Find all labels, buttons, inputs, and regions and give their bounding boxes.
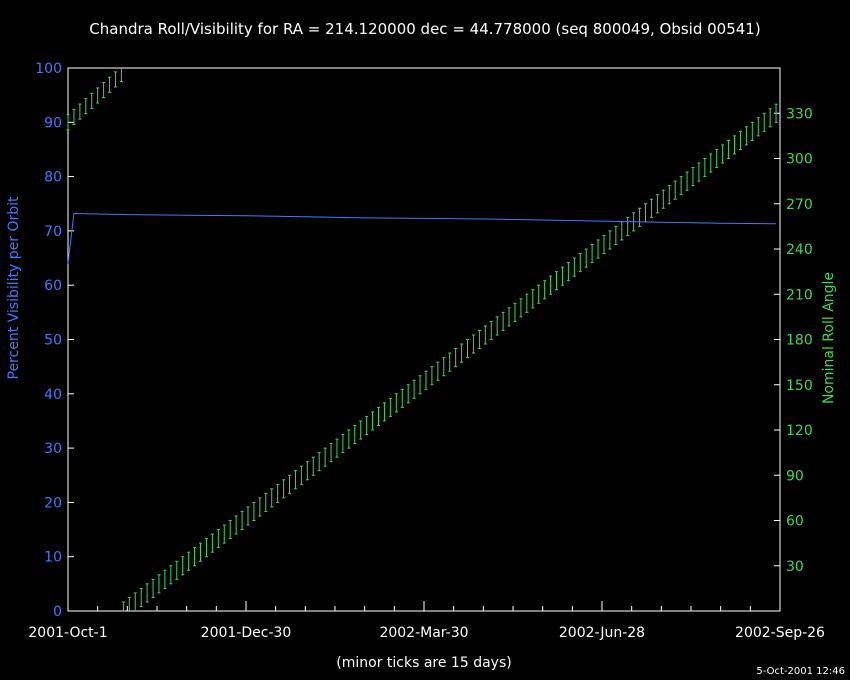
left-tick-label: 60: [44, 278, 62, 294]
right-tick-label: 180: [786, 333, 813, 349]
left-tick-label: 70: [44, 224, 62, 240]
right-axis-ticks: 30 60 90 120 150 180 210 240 270 300 330: [774, 106, 813, 575]
right-tick-label: 240: [786, 242, 813, 258]
x-axis-ticks: 2001-Oct-1 2001-Dec-30 2002-Mar-30 2002-Jun…: [28, 601, 825, 641]
left-tick-label: 90: [44, 115, 62, 131]
left-tick-label: 50: [44, 333, 62, 349]
left-tick-label: 100: [35, 61, 62, 77]
left-tick-label: 30: [44, 441, 62, 457]
x-tick-label: 2002-Mar-30: [379, 625, 468, 641]
left-axis-label: Percent Visibility per Orbit: [6, 196, 22, 380]
right-tick-label: 60: [786, 514, 804, 530]
plot-frame: [67, 67, 781, 612]
left-tick-label: 40: [44, 387, 62, 403]
roll-angle-series: [66, 68, 778, 611]
timestamp-stamp: 5-Oct-2001 12:46: [756, 666, 845, 677]
right-tick-label: 270: [786, 197, 813, 213]
right-tick-label: 330: [786, 106, 813, 122]
right-tick-label: 120: [786, 423, 813, 439]
chart-title: Chandra Roll/Visibility for RA = 214.120…: [89, 20, 760, 38]
left-tick-label: 20: [44, 495, 62, 511]
right-tick-label: 30: [786, 559, 804, 575]
left-tick-label: 0: [53, 604, 62, 620]
visibility-series-line: [67, 212, 777, 264]
left-tick-label: 80: [44, 170, 62, 186]
x-tick-label: 2002-Jun-28: [559, 625, 645, 641]
left-tick-label: 10: [44, 550, 62, 566]
right-tick-label: 300: [786, 152, 813, 168]
right-tick-label: 90: [786, 468, 804, 484]
x-tick-label: 2002-Sep-26: [735, 625, 825, 641]
x-tick-label: 2001-Dec-30: [201, 625, 292, 641]
x-axis-label: (minor ticks are 15 days): [336, 655, 511, 671]
right-tick-label: 150: [786, 378, 813, 394]
left-axis-ticks: 0 10 20 30 40 50 60 70 80 90 100: [35, 61, 74, 620]
x-tick-label: 2001-Oct-1: [28, 625, 107, 641]
right-tick-label: 210: [786, 287, 813, 303]
right-axis-label: Nominal Roll Angle: [821, 272, 837, 404]
